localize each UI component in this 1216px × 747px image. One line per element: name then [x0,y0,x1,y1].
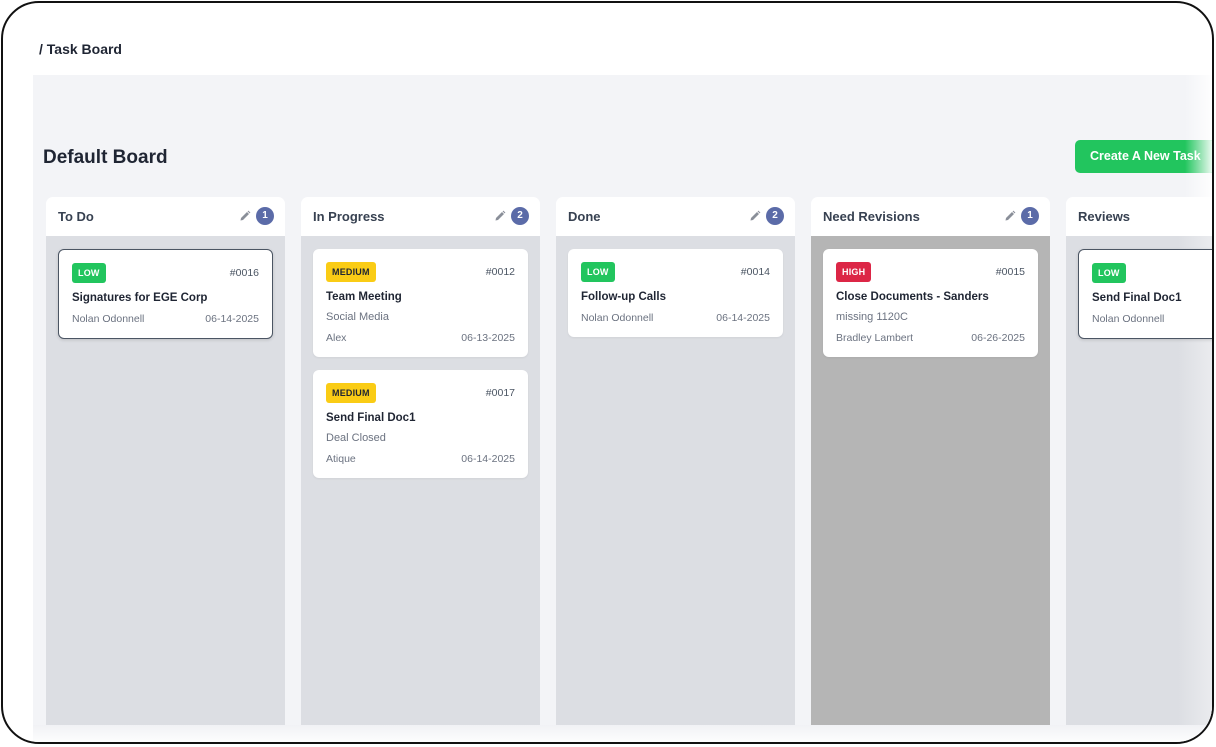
task-date: 06-13-2025 [461,332,515,344]
task-assignee: Bradley Lambert [836,332,914,344]
task-count-badge: 1 [1021,207,1039,225]
column-actions: 2 [494,207,529,225]
task-card[interactable]: MEDIUM #0012 Team Meeting Social Media A… [313,249,528,357]
pencil-icon[interactable] [494,210,506,222]
column-reviews: Reviews LOW Send Final Doc1 Nolan Odonne… [1066,197,1212,742]
column-body: HIGH #0015 Close Documents - Sanders mis… [811,236,1050,725]
column-header: Need Revisions 1 [811,197,1050,236]
task-id: #0014 [740,266,770,278]
column-title: Need Revisions [823,209,920,224]
pencil-icon[interactable] [239,210,251,222]
task-id: #0015 [995,266,1025,278]
task-date: 06-14-2025 [461,453,515,465]
task-count-badge: 1 [256,207,274,225]
task-assignee: Atique [326,453,356,465]
column-actions: 2 [749,207,784,225]
task-assignee: Nolan Odonnell [1092,313,1165,325]
priority-badge: MEDIUM [326,383,376,403]
task-count-badge: 2 [766,207,784,225]
task-title: Send Final Doc1 [326,412,416,424]
create-task-button[interactable]: Create A New Task [1075,140,1212,173]
task-count-badge: 2 [511,207,529,225]
task-assignee: Alex [326,332,347,344]
task-title: Close Documents - Sanders [836,291,989,303]
task-assignee: Nolan Odonnell [72,313,145,325]
task-description: missing 1120C [836,311,908,323]
task-id: #0017 [485,387,515,399]
column-title: Reviews [1078,209,1131,224]
column-header: Reviews [1066,197,1212,236]
task-assignee: Nolan Odonnell [581,312,654,324]
column-actions: 1 [1004,207,1039,225]
task-card[interactable]: MEDIUM #0017 Send Final Doc1 Deal Closed… [313,370,528,478]
column-title: In Progress [313,209,385,224]
column-need-revisions: Need Revisions 1 HIGH #0015 Close Docume… [811,197,1050,742]
kanban-columns: To Do 1 LOW #0016 Signatures for EGE Cor… [46,197,1212,742]
column-header: To Do 1 [46,197,285,236]
column-header: In Progress 2 [301,197,540,236]
task-title: Follow-up Calls [581,291,666,303]
task-id: #0016 [229,267,259,279]
column-title: To Do [58,209,94,224]
task-description: Social Media [326,311,389,323]
breadcrumb-title: / Task Board [39,41,122,57]
priority-badge: MEDIUM [326,262,376,282]
task-card[interactable]: LOW #0016 Signatures for EGE Corp Nolan … [58,249,273,339]
column-body: LOW #0014 Follow-up Calls Nolan Odonnell… [556,236,795,725]
task-id: #0012 [485,266,515,278]
column-to-do: To Do 1 LOW #0016 Signatures for EGE Cor… [46,197,285,742]
task-card[interactable]: HIGH #0015 Close Documents - Sanders mis… [823,249,1038,357]
column-body: MEDIUM #0012 Team Meeting Social Media A… [301,236,540,725]
column-header: Done 2 [556,197,795,236]
priority-badge: LOW [1092,263,1126,283]
column-in-progress: In Progress 2 MEDIUM #0012 Team Meeting … [301,197,540,742]
priority-badge: LOW [581,262,615,282]
pencil-icon[interactable] [1004,210,1016,222]
task-date: 06-14-2025 [205,313,259,325]
task-description: Deal Closed [326,432,386,444]
column-body: LOW #0016 Signatures for EGE Corp Nolan … [46,236,285,725]
column-body: LOW Send Final Doc1 Nolan Odonnell [1066,236,1212,725]
column-actions: 1 [239,207,274,225]
task-title: Team Meeting [326,291,402,303]
priority-badge: HIGH [836,262,872,282]
task-card[interactable]: LOW #0014 Follow-up Calls Nolan Odonnell… [568,249,783,337]
column-title: Done [568,209,601,224]
pencil-icon[interactable] [749,210,761,222]
task-date: 06-26-2025 [971,332,1025,344]
bottom-edge-fade [33,725,1212,742]
task-title: Signatures for EGE Corp [72,292,208,304]
task-card[interactable]: LOW Send Final Doc1 Nolan Odonnell [1078,249,1212,339]
top-bar: / Task Board [33,23,1193,75]
column-done: Done 2 LOW #0014 Follow-up Calls Nolan O… [556,197,795,742]
task-date: 06-14-2025 [716,312,770,324]
task-title: Send Final Doc1 [1092,292,1182,304]
page-title: Default Board [43,147,168,168]
priority-badge: LOW [72,263,106,283]
